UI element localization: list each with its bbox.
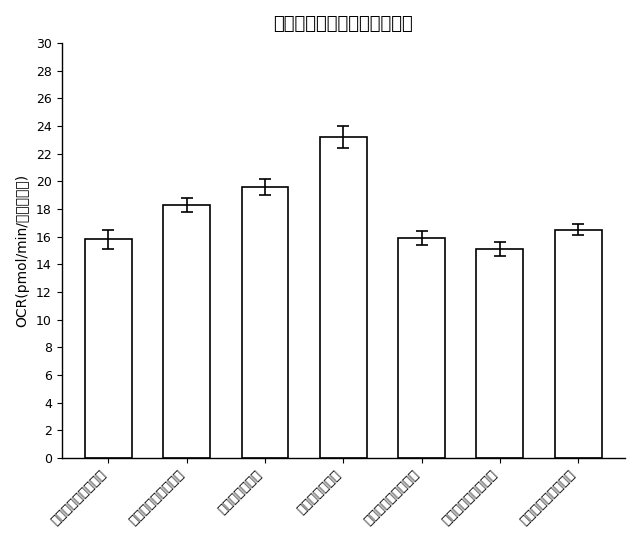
Bar [555,230,602,458]
Bar [241,187,289,458]
Bar [320,137,367,458]
Bar [163,205,210,458]
Title: ミトコンドリアでの基礎呼吸: ミトコンドリアでの基礎呼吸 [273,15,413,33]
Bar [476,249,524,458]
Bar [398,238,445,458]
Bar [85,239,132,458]
Y-axis label: OCR(pmol/min/タンパク質): OCR(pmol/min/タンパク質) [15,174,29,327]
